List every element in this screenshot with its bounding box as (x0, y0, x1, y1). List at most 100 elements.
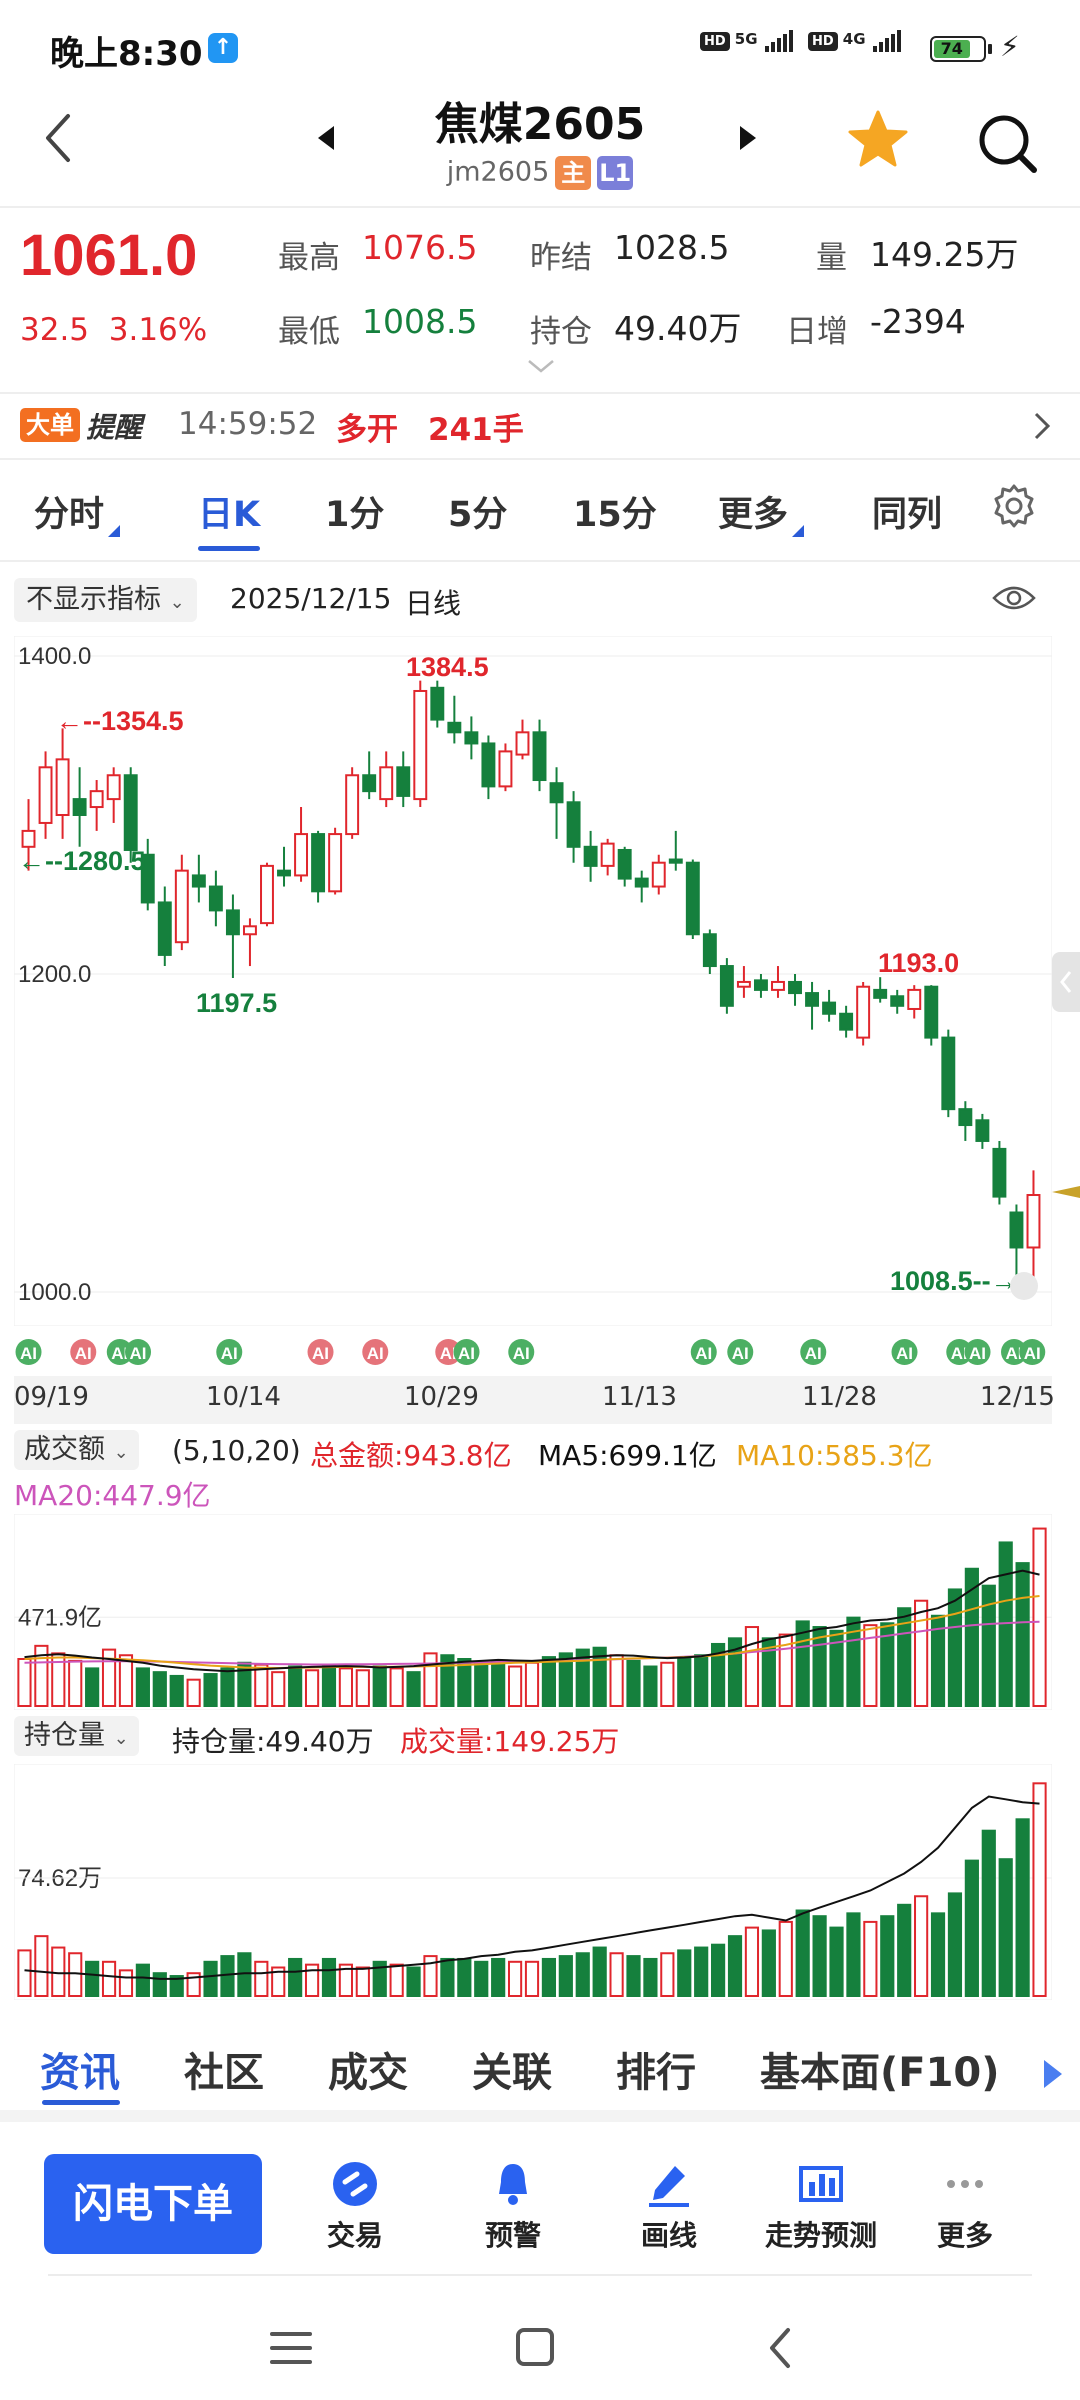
candle-body (362, 774, 377, 793)
daily-change-label: 日增 (786, 314, 848, 350)
volume-value: 149.25万 (870, 235, 1019, 274)
turnover-bar (254, 1663, 269, 1707)
candle-body (413, 689, 428, 801)
open-interest-chart[interactable]: 74.62万 (14, 1764, 1052, 2000)
turnover-bar (524, 1661, 540, 1707)
volume-bar (440, 1957, 455, 1997)
back-icon[interactable] (38, 108, 78, 168)
turnover-bar (389, 1667, 404, 1707)
daily-change-value: -2394 (870, 302, 966, 341)
turnover-bar (152, 1671, 167, 1708)
charging-icon: ⚡ (1000, 30, 1020, 63)
tab-news[interactable]: 资讯 (40, 2050, 120, 2096)
tab-trades[interactable]: 成交 (328, 2050, 408, 2096)
tab-intraday[interactable]: 分时 (34, 486, 121, 537)
turnover-chart[interactable]: 471.9亿 (14, 1514, 1052, 1710)
tab-community[interactable]: 社区 (184, 2050, 264, 2096)
gear-icon[interactable] (990, 482, 1038, 530)
candle-body (617, 848, 632, 880)
tab-related[interactable]: 关联 (472, 2050, 552, 2096)
volume-bar (727, 1935, 743, 1997)
search-icon[interactable] (976, 112, 1040, 176)
big-order-alert[interactable]: 大单 提醒 14:59:52 多开 241手 (0, 394, 1080, 456)
turnover-bar (101, 1648, 117, 1708)
ai-signal-label: AI (111, 1344, 128, 1363)
y-tick-label: 471.9亿 (18, 1604, 102, 1631)
open-interest-select[interactable]: 持仓量 ⌄ (14, 1716, 139, 1756)
prev-settle-value: 1028.5 (614, 228, 730, 267)
y-tick-label: 1000.0 (18, 1279, 91, 1306)
turnover-bar (85, 1667, 100, 1707)
chevron-right-icon[interactable] (1044, 2060, 1062, 2088)
turnover-bar (626, 1659, 641, 1708)
turnover-bar (643, 1665, 658, 1708)
battery-icon: 74 (930, 36, 986, 62)
more-button[interactable]: 更多 (890, 2160, 1040, 2254)
trade-button[interactable]: 交易 (280, 2160, 430, 2254)
volume-bar (34, 1935, 49, 1997)
volume-bar (389, 1963, 404, 1997)
volume-bar (17, 1949, 32, 1997)
turnover-header: 成交额 ⌄ (5,10,20) 总金额:943.8亿 MA5:699.1亿 MA… (14, 1430, 1052, 1514)
next-contract-icon[interactable] (740, 126, 756, 150)
ai-signal-label: AI (951, 1344, 968, 1363)
open-interest-line (24, 1795, 1040, 1980)
volume-bar (203, 1960, 218, 1998)
volume-bar (744, 1926, 760, 1998)
candle-body (498, 750, 513, 788)
bell-icon (499, 2164, 527, 2205)
chevron-right-icon[interactable] (1032, 410, 1052, 442)
volume-bar (998, 1858, 1013, 1997)
turnover-select[interactable]: 成交额 ⌄ (14, 1430, 139, 1470)
alert-type: 多开 (336, 412, 398, 448)
ai-signal-label: AI (130, 1344, 147, 1363)
candle-body (242, 925, 257, 936)
eye-icon[interactable] (992, 580, 1036, 616)
turnover-bar (914, 1599, 929, 1707)
tab-same-column[interactable]: 同列 (872, 495, 943, 535)
turnover-bar (964, 1567, 979, 1708)
tab-daily-k[interactable]: 日K (198, 495, 261, 535)
volume-bar (914, 1895, 929, 1997)
candle-body (260, 864, 274, 925)
pen-icon (649, 2166, 689, 2207)
chevron-down-icon[interactable] (526, 358, 556, 374)
volume-bar (355, 1966, 370, 1997)
ai-signal-label: AI (513, 1344, 530, 1363)
candlestick-chart[interactable]: 1400.0 1200.0 1000.0 1384.5 ←--1354.5 ←--1280… (14, 636, 1052, 1326)
turnover-bar (778, 1633, 793, 1707)
volume-bar (812, 1915, 827, 1997)
ai-signal-icon (70, 1339, 97, 1365)
alert-button[interactable]: 预警 (438, 2160, 588, 2254)
menu-icon (270, 2332, 312, 2364)
candle-body (907, 988, 922, 1010)
candle-body (208, 885, 223, 912)
tab-more[interactable]: 更多 (718, 486, 805, 537)
flash-order-button[interactable]: 闪电下单 (44, 2154, 262, 2254)
favorite-star-icon[interactable] (846, 108, 910, 172)
turnover-bar (288, 1665, 303, 1708)
tab-1min[interactable]: 1分 (325, 495, 385, 535)
forecast-chart-icon (799, 2166, 843, 2202)
prev-settle-label: 昨结 (530, 240, 592, 276)
alert-time: 14:59:52 (178, 406, 318, 442)
ai-signal-label: AI (75, 1344, 92, 1363)
draw-line-button[interactable]: 画线 (594, 2160, 744, 2254)
prev-contract-icon[interactable] (318, 126, 334, 150)
candle-body (1009, 1211, 1024, 1249)
ai-signal-label: AI (312, 1344, 329, 1363)
tab-15min[interactable]: 15分 (573, 495, 657, 535)
turnover-bar (135, 1667, 150, 1707)
tab-ranking[interactable]: 排行 (616, 2050, 696, 2096)
turnover-bar (727, 1637, 743, 1707)
volume-bar (626, 1955, 641, 1998)
indicator-select[interactable]: 不显示指标 ⌄ (14, 578, 197, 622)
tab-5min[interactable]: 5分 (448, 495, 508, 535)
tab-fundamentals[interactable]: 基本面(F10) (760, 2050, 1000, 2096)
side-drawer-handle[interactable] (1052, 952, 1080, 1012)
volume-bar (829, 1926, 844, 1998)
chart-frame (14, 1764, 1052, 2000)
trend-forecast-button[interactable]: 走势预测 (736, 2160, 906, 2254)
volume-info: 成交量:149.25万 (400, 1725, 620, 1758)
volume-bar (288, 1957, 303, 1997)
